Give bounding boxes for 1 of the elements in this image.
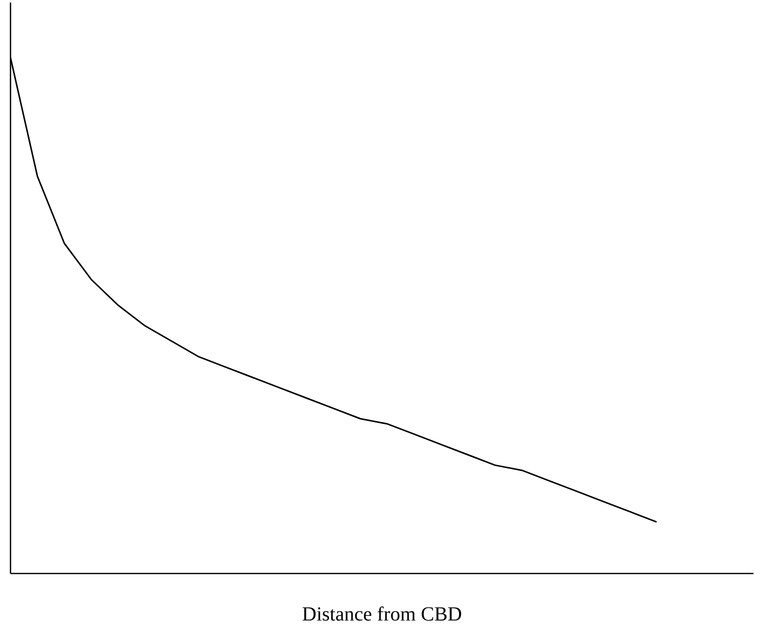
x-axis-title: Distance from CBD bbox=[302, 604, 462, 626]
